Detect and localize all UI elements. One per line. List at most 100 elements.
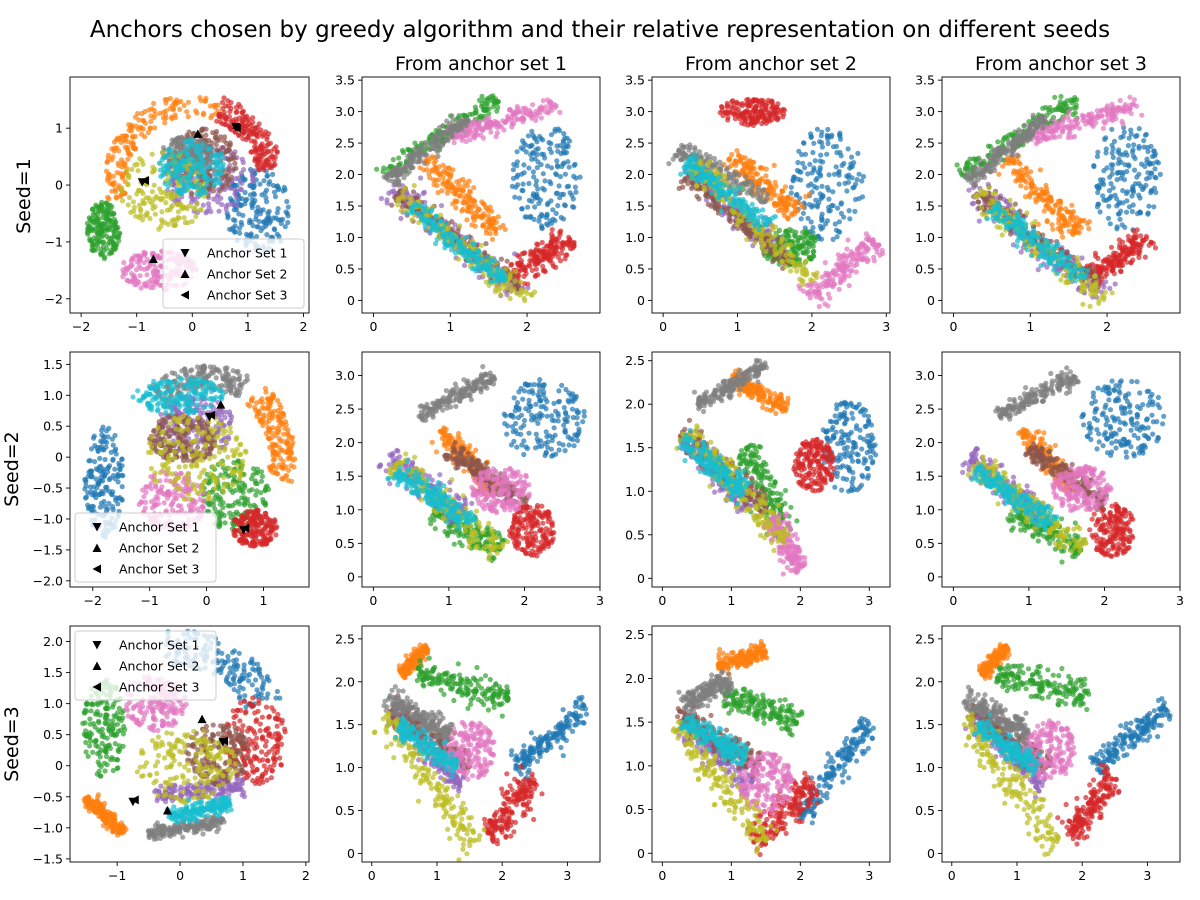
scatter-point	[124, 168, 130, 174]
scatter-point	[160, 145, 167, 151]
scatter-point	[241, 130, 247, 136]
scatter-point	[732, 116, 738, 122]
scatter-point	[170, 105, 177, 111]
scatter-point	[825, 281, 832, 288]
scatter-point	[401, 175, 407, 181]
scatter-point	[814, 202, 820, 208]
scatter-point	[422, 139, 428, 146]
scatter-point	[138, 131, 145, 137]
scatter-point	[422, 152, 428, 158]
scatter-point	[518, 279, 524, 285]
scatter-point	[729, 151, 735, 158]
scatter-point	[788, 252, 794, 258]
scatter-point	[542, 178, 548, 184]
scatter-point	[717, 159, 723, 165]
scatter-point	[485, 96, 491, 102]
scatter-point	[752, 240, 758, 246]
scatter-point	[859, 194, 866, 200]
scatter-point	[780, 114, 786, 120]
scatter-point	[837, 229, 843, 235]
scatter-point	[771, 108, 777, 115]
scatter-point	[819, 217, 825, 223]
scatter-point	[217, 188, 223, 194]
scatter-point	[460, 176, 466, 182]
scatter-point	[448, 247, 455, 253]
scatter-point	[543, 214, 549, 221]
scatter-point	[685, 181, 691, 187]
scatter-point	[561, 131, 567, 137]
scatter-point	[190, 205, 196, 211]
scatter-point	[817, 167, 823, 173]
scatter-point	[194, 190, 200, 196]
scatter-point	[113, 137, 119, 143]
scatter-point	[541, 267, 548, 274]
scatter-point	[737, 157, 744, 163]
anchor-set-3-marker	[232, 123, 241, 133]
scatter-point	[225, 202, 231, 208]
scatter-point	[550, 216, 556, 222]
scatter-point	[521, 295, 527, 301]
column-title-1: From anchor set 1	[395, 53, 567, 75]
scatter-point	[692, 144, 698, 151]
scatter-point	[251, 183, 257, 189]
scatter-point	[169, 203, 175, 209]
scatter-point	[157, 263, 163, 269]
scatter-point	[99, 234, 105, 240]
anchor-set-2-marker	[148, 254, 158, 263]
scatter-point	[398, 208, 404, 214]
scatter-point	[268, 154, 274, 160]
scatter-point	[160, 109, 166, 115]
scatter-point	[399, 193, 405, 200]
scatter-point	[818, 236, 825, 242]
scatter-point	[210, 130, 216, 136]
scatter-point	[813, 274, 820, 281]
scatter-point	[177, 178, 183, 184]
x-tick-label: 0	[370, 319, 378, 334]
scatter-point	[447, 173, 454, 179]
scatter-point	[541, 151, 547, 158]
scatter-point	[110, 154, 116, 160]
scatter-point	[536, 106, 543, 112]
scatter-point	[200, 142, 206, 148]
scatter-point	[171, 158, 177, 164]
scatter-point	[834, 234, 840, 240]
scatter-point	[172, 174, 178, 180]
scatter-point	[163, 200, 169, 206]
scatter-point	[284, 198, 290, 205]
scatter-point	[106, 251, 112, 257]
scatter-point	[572, 161, 578, 167]
scatter-point	[257, 181, 263, 187]
scatter-point	[248, 232, 254, 238]
scatter-point	[807, 161, 813, 167]
scatter-point	[777, 196, 784, 202]
scatter-point	[449, 113, 455, 119]
scatter-point	[562, 256, 568, 262]
column-title-2: From anchor set 2	[685, 53, 857, 75]
scatter-point	[263, 223, 269, 229]
scatter-point	[560, 138, 566, 144]
scatter-point	[688, 185, 695, 191]
scatter-point	[209, 177, 215, 183]
scatter-point	[146, 279, 152, 285]
scatter-point	[205, 146, 211, 152]
scatter-point	[107, 202, 113, 208]
scatter-point	[189, 218, 195, 225]
scatter-point	[743, 109, 750, 115]
scatter-point	[93, 204, 100, 210]
scatter-point	[557, 174, 564, 180]
scatter-point	[733, 105, 739, 111]
scatter-point	[184, 151, 191, 157]
scatter-point	[847, 216, 853, 222]
scatter-point	[213, 102, 219, 108]
scatter-point	[694, 182, 700, 188]
scatter-point	[466, 204, 472, 210]
scatter-point	[758, 237, 764, 244]
scatter-point	[811, 289, 817, 295]
scatter-point	[786, 234, 792, 240]
scatter-point	[513, 184, 519, 190]
column-title-3: From anchor set 3	[975, 53, 1147, 75]
scatter-point	[435, 153, 441, 159]
scatter-point	[471, 241, 477, 247]
scatter-point	[232, 218, 238, 224]
scatter-point	[212, 135, 218, 141]
